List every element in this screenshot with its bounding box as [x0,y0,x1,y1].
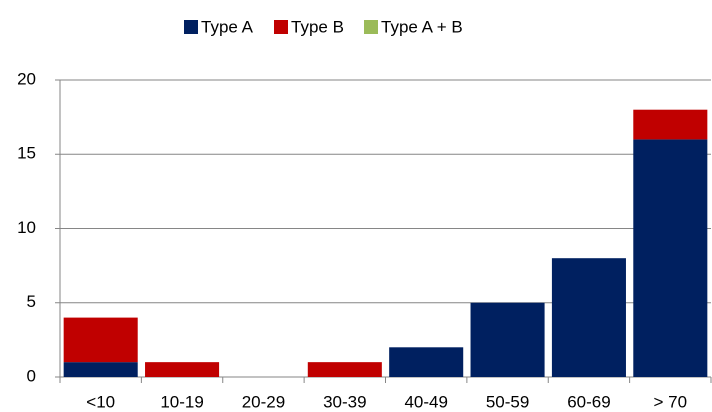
y-tick-label: 0 [27,366,36,385]
legend-swatch [184,20,198,34]
bar-segment [307,362,382,377]
x-tick-label: > 70 [654,392,688,411]
x-tick-label: 30-39 [323,392,366,411]
bar-segment [633,139,708,377]
bar-segment [145,362,220,377]
bar-segment [470,302,545,377]
y-tick-label: 5 [27,292,36,311]
x-tick-label: 60-69 [567,392,610,411]
x-tick-label: 10-19 [160,392,203,411]
bar-segment [63,362,138,377]
y-tick-label: 10 [17,218,36,237]
y-tick-label: 15 [17,144,36,163]
legend-label: Type B [291,17,344,36]
x-tick-label: 40-49 [404,392,447,411]
x-tick-label: 50-59 [486,392,529,411]
legend-swatch [274,20,288,34]
x-tick-label: 20-29 [242,392,285,411]
bar-segment [551,258,626,377]
legend-label: Type A [201,17,254,36]
legend-label: Type A + B [381,17,463,36]
bar-segment [63,317,138,363]
bar-segment [633,109,708,140]
legend-swatch [364,20,378,34]
bar-segment [389,347,464,377]
y-tick-label: 20 [17,69,36,88]
x-tick-label: <10 [86,392,115,411]
